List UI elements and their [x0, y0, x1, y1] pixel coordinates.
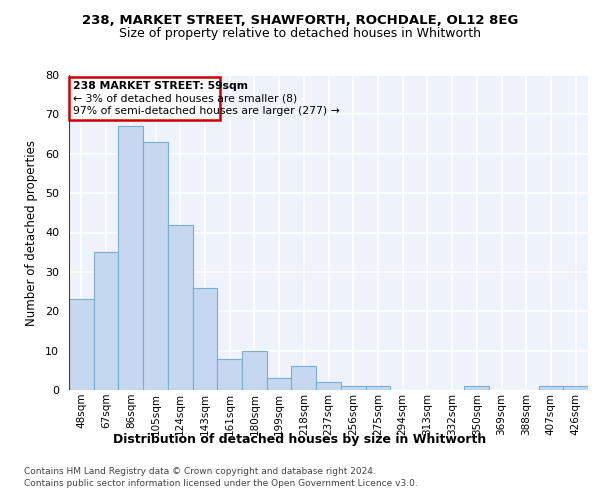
Bar	[217, 358, 242, 390]
Text: 238, MARKET STREET, SHAWFORTH, ROCHDALE, OL12 8EG: 238, MARKET STREET, SHAWFORTH, ROCHDALE,…	[82, 14, 518, 27]
Bar	[69, 300, 94, 390]
Text: Size of property relative to detached houses in Whitworth: Size of property relative to detached ho…	[119, 28, 481, 40]
Bar	[118, 126, 143, 390]
Y-axis label: Number of detached properties: Number of detached properties	[25, 140, 38, 326]
Text: 238 MARKET STREET: 59sqm: 238 MARKET STREET: 59sqm	[73, 81, 248, 91]
Bar	[365, 386, 390, 390]
Text: Contains HM Land Registry data © Crown copyright and database right 2024.: Contains HM Land Registry data © Crown c…	[24, 468, 376, 476]
Bar	[143, 142, 168, 390]
Bar	[267, 378, 292, 390]
Bar	[292, 366, 316, 390]
Bar	[316, 382, 341, 390]
Text: Distribution of detached houses by size in Whitworth: Distribution of detached houses by size …	[113, 432, 487, 446]
FancyBboxPatch shape	[69, 77, 220, 120]
Bar	[341, 386, 365, 390]
Bar	[563, 386, 588, 390]
Bar	[539, 386, 563, 390]
Bar	[242, 350, 267, 390]
Text: ← 3% of detached houses are smaller (8): ← 3% of detached houses are smaller (8)	[73, 94, 297, 104]
Bar	[168, 224, 193, 390]
Text: Contains public sector information licensed under the Open Government Licence v3: Contains public sector information licen…	[24, 478, 418, 488]
Text: 97% of semi-detached houses are larger (277) →: 97% of semi-detached houses are larger (…	[73, 106, 340, 116]
Bar	[193, 288, 217, 390]
Bar	[94, 252, 118, 390]
Bar	[464, 386, 489, 390]
